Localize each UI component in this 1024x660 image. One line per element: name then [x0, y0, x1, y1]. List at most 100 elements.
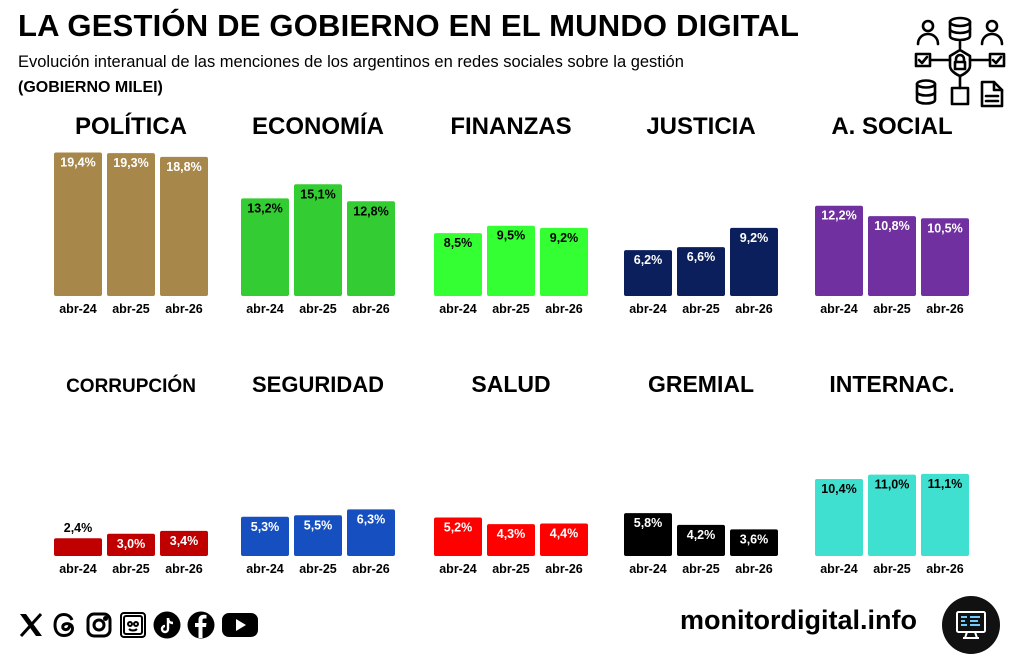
threads-icon[interactable] [50, 610, 80, 640]
x-tick-label: abr-26 [165, 562, 203, 576]
x-tick-label: abr-25 [492, 302, 530, 316]
bar [624, 513, 672, 556]
x-tick-label: abr-26 [352, 302, 390, 316]
x-tick-label: abr-26 [545, 302, 583, 316]
chart-title: SALUD [471, 371, 550, 397]
bar [677, 524, 725, 556]
page-subtitle-government: (GOBIERNO MILEI) [18, 79, 163, 96]
social-icons [16, 608, 260, 642]
bar-data-label: 18,8% [166, 160, 201, 174]
bar [241, 516, 289, 556]
bar-data-label: 8,5% [444, 236, 473, 250]
bar-data-label: 5,5% [304, 518, 333, 532]
bar-data-label: 4,4% [550, 526, 579, 540]
x-tick-label: abr-24 [59, 302, 97, 316]
bar [730, 529, 778, 556]
chart-title: ECONOMÍA [252, 112, 384, 140]
chart-title: A. SOCIAL [831, 113, 952, 140]
x-tick-label: abr-24 [820, 562, 858, 576]
youtube-icon[interactable] [220, 610, 260, 640]
x-tick-label: abr-24 [439, 562, 477, 576]
bar-data-label: 6,3% [357, 512, 386, 526]
page-title: LA GESTIÓN DE GOBIERNO EN EL MUNDO DIGIT… [18, 8, 800, 43]
chart-title: CORRUPCIÓN [66, 375, 196, 397]
bar-data-label: 6,2% [634, 253, 663, 267]
bar-data-label: 5,8% [634, 516, 663, 530]
bar [294, 184, 342, 296]
bar [540, 523, 588, 556]
bar-data-label: 12,8% [353, 204, 388, 218]
x-tick-label: abr-26 [926, 562, 964, 576]
x-tick-label: abr-25 [873, 562, 911, 576]
x-tick-label: abr-26 [545, 562, 583, 576]
x-tick-label: abr-24 [59, 562, 97, 576]
bar-data-label: 10,5% [927, 221, 962, 235]
x-tick-label: abr-25 [299, 562, 337, 576]
x-tick-label: abr-24 [439, 302, 477, 316]
bar [160, 156, 208, 296]
monitor-icon [942, 596, 1000, 654]
bar-data-label: 4,2% [687, 528, 716, 542]
bar-data-label: 11,1% [928, 477, 963, 491]
data-network-icon [914, 16, 1006, 108]
bar [347, 201, 395, 296]
bar-data-label: 3,4% [170, 534, 199, 548]
x-tick-label: abr-24 [820, 302, 858, 316]
bar [294, 515, 342, 556]
bar [868, 216, 916, 296]
x-tick-label: abr-25 [682, 562, 720, 576]
x-tick-label: abr-26 [735, 302, 773, 316]
bar [107, 533, 155, 556]
bar [54, 538, 102, 556]
bar-data-label: 3,6% [740, 532, 769, 546]
bar-data-label: 2,4% [64, 521, 93, 535]
chart-title: FINANZAS [450, 113, 571, 140]
x-tick-label: abr-26 [735, 562, 773, 576]
x-tick-label: abr-24 [629, 302, 667, 316]
bar-data-label: 10,8% [874, 219, 909, 233]
bar-data-label: 9,2% [550, 231, 579, 245]
instagram-icon[interactable] [84, 610, 114, 640]
x-tick-label: abr-25 [299, 302, 337, 316]
bar-data-label: 11,0% [875, 478, 910, 492]
bar [434, 517, 482, 556]
bar [241, 198, 289, 296]
bar-data-label: 15,1% [300, 187, 335, 201]
bar [815, 205, 863, 296]
chart-title: JUSTICIA [646, 113, 755, 140]
bar-data-label: 10,4% [821, 482, 856, 496]
x-tick-label: abr-24 [246, 562, 284, 576]
bar-data-label: 5,3% [251, 520, 280, 534]
chart-title: SEGURIDAD [252, 372, 384, 397]
x-icon[interactable] [16, 610, 46, 640]
bar [434, 233, 482, 296]
x-tick-label: abr-26 [165, 302, 203, 316]
facebook-icon[interactable] [186, 610, 216, 640]
bar [540, 227, 588, 296]
chart-title: INTERNAC. [829, 371, 954, 397]
bar-data-label: 3,0% [117, 537, 146, 551]
bar [815, 479, 863, 556]
x-tick-label: abr-25 [112, 562, 150, 576]
bar [487, 225, 535, 296]
bar-data-label: 19,3% [113, 156, 148, 170]
picta-icon[interactable] [118, 610, 148, 640]
x-tick-label: abr-24 [246, 302, 284, 316]
bar [921, 218, 969, 296]
x-tick-label: abr-24 [629, 562, 667, 576]
bar [347, 509, 395, 556]
bar [624, 250, 672, 296]
bar [487, 524, 535, 556]
bar-data-label: 19,4% [60, 155, 95, 169]
chart-title: GREMIAL [648, 371, 754, 397]
x-tick-label: abr-25 [682, 302, 720, 316]
bar [730, 227, 778, 296]
x-tick-label: abr-25 [492, 562, 530, 576]
bar-data-label: 13,2% [247, 201, 282, 215]
brand-url[interactable]: monitordigital.info [680, 605, 917, 635]
x-tick-label: abr-26 [352, 562, 390, 576]
bar-data-label: 6,6% [687, 250, 716, 264]
tiktok-icon[interactable] [152, 610, 182, 640]
bar [107, 153, 155, 296]
bar [921, 473, 969, 556]
